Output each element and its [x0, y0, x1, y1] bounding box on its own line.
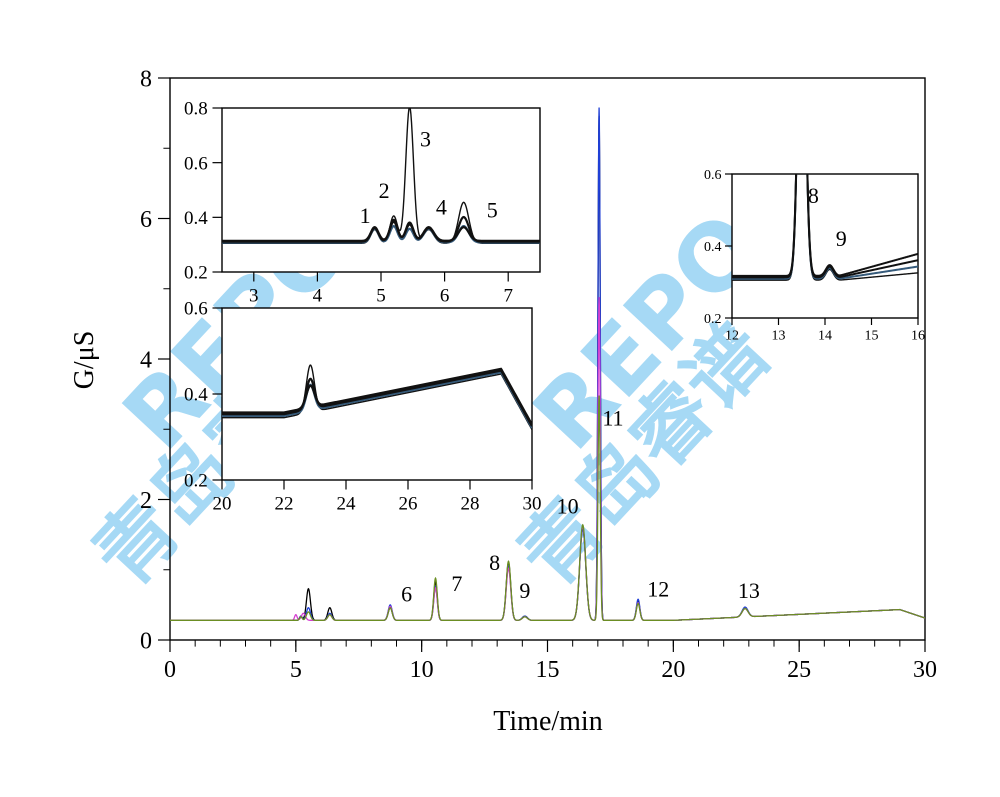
x-tick-label: 20	[213, 493, 232, 514]
inset-series-line-1	[222, 364, 532, 431]
x-tick-label: 28	[461, 493, 480, 514]
x-tick-label: 5	[290, 657, 302, 683]
inset-series-line-4	[732, 174, 918, 277]
peak-label: 6	[401, 581, 412, 606]
x-tick-label: 12	[725, 329, 739, 344]
x-tick-label: 30	[913, 657, 937, 683]
y-tick-label: 0.8	[184, 99, 208, 120]
y-tick-label: 0.6	[184, 153, 208, 174]
main-series	[170, 107, 925, 621]
y-tick-label: 0.6	[704, 168, 722, 183]
inset-background	[222, 108, 540, 272]
y-tick-label: 4	[140, 347, 152, 373]
inset-early-peaks: 3 4 5 6 7 0.2 0.4 0.6 0.8 12 3 4 5	[184, 99, 541, 306]
x-tick-label: 6	[440, 285, 450, 306]
peak-label: 8	[489, 550, 500, 575]
x-tick-label: 30	[523, 493, 542, 514]
x-tick-label: 10	[410, 657, 434, 683]
y-tick-label: 0.6	[184, 299, 208, 320]
peak-label: 1	[360, 203, 371, 228]
peak-label: 11	[602, 406, 623, 431]
main-peak-labels: 6 7 89 10 11 12 13	[401, 406, 760, 607]
y-tick-label: 6	[140, 207, 152, 233]
x-tick-label: 24	[337, 493, 357, 514]
x-tick-label: 16	[911, 329, 925, 344]
x-tick-label: 25	[787, 657, 811, 683]
peak-label: 9	[519, 578, 530, 603]
x-tick-label: 22	[275, 493, 294, 514]
peak-label: 2	[379, 178, 390, 203]
x-axis-title: Time/min	[493, 706, 602, 737]
inset-series-line-2	[222, 371, 532, 429]
peak-label: 4	[436, 195, 447, 220]
y-tick-label: 8	[140, 66, 152, 92]
y-tick-label: 0.4	[704, 240, 722, 255]
x-tick-label: 15	[865, 329, 879, 344]
x-tick-label: 5	[376, 285, 386, 306]
y-tick-label: 0.4	[184, 385, 208, 406]
peak-label: 13	[738, 578, 760, 603]
inset-series-line-4	[222, 220, 540, 242]
y-tick-label: 0.2	[704, 312, 722, 327]
x-tick-label: 13	[772, 329, 786, 344]
x-tick-label: 3	[249, 285, 259, 306]
peak-label: 10	[557, 494, 579, 519]
peak-label: 3	[420, 126, 431, 151]
x-tick-label: 0	[164, 657, 176, 683]
series-line-4	[170, 395, 925, 621]
peak-label: 9	[836, 226, 847, 251]
peak-label: 8	[808, 183, 819, 208]
x-tick-label: 20	[661, 657, 685, 683]
inset-series-line-4	[222, 367, 532, 426]
x-tick-label: 7	[503, 285, 513, 306]
y-tick-label: 0.4	[184, 208, 208, 229]
inset-late-baseline: 20 22 24 26 28 30 0.2 0.4 0.6	[184, 299, 542, 515]
y-tick-label: 0.2	[184, 471, 208, 492]
x-tick-label: 4	[313, 285, 323, 306]
y-tick-label: 0.2	[184, 263, 208, 284]
y-tick-label: 2	[140, 488, 152, 514]
peak-label: 5	[487, 197, 498, 222]
inset-peaks-8-9: 12 13 14 15 16 0.2 0.4 0.6 89	[704, 168, 925, 344]
x-tick-label: 15	[536, 657, 560, 683]
peak-label: 12	[647, 576, 669, 601]
y-axis-title: G/μS	[69, 331, 100, 390]
inset-background	[732, 174, 918, 318]
x-tick-label: 26	[399, 493, 418, 514]
y-tick-label: 0	[140, 628, 152, 654]
x-tick-label: 14	[818, 329, 832, 344]
peak-label: 7	[451, 571, 462, 596]
inset-series-line-3	[222, 369, 532, 427]
